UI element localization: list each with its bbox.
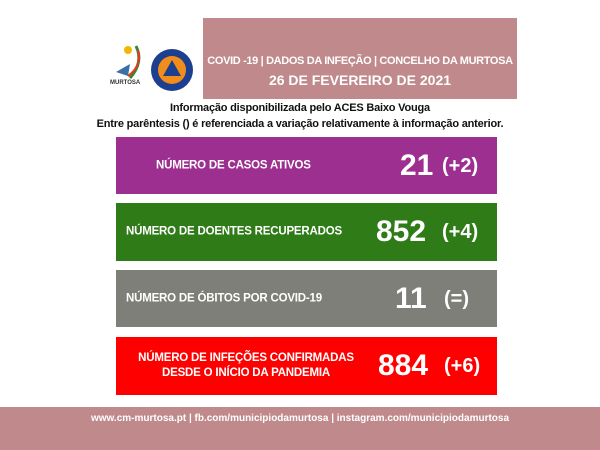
stat-value: 21 <box>400 148 434 182</box>
stat-value: 852 <box>376 215 427 248</box>
stat-active-cases: NÚMERO DE CASOS ATIVOS 21 (+2) <box>116 137 497 194</box>
stat-label: NÚMERO DE DOENTES RECUPERADOS <box>126 225 342 238</box>
header-title: COVID -19 | DADOS DA INFEÇÃO | CONCELHO … <box>207 55 513 67</box>
stat-label: NÚMERO DE CASOS ATIVOS <box>156 159 311 171</box>
stat-variation: (=) <box>444 287 469 310</box>
stat-variation: (+2) <box>442 154 479 177</box>
stat-deaths: NÚMERO DE ÓBITOS POR COVID-19 11 (=) <box>116 270 497 327</box>
stat-confirmed: NÚMERO DE INFEÇÕES CONFIRMADAS DESDE O I… <box>116 337 497 395</box>
murtosa-logo: MURTOSA <box>108 42 146 92</box>
stat-label: NÚMERO DE ÓBITOS POR COVID-19 <box>126 292 322 304</box>
stat-variation: (+4) <box>442 221 479 243</box>
footer-links: www.cm-murtosa.pt | fb.com/municipiodamu… <box>90 413 510 424</box>
stat-value: 884 <box>378 349 429 382</box>
info-note: Entre parêntesis () é referenciada a var… <box>96 118 504 130</box>
header-date: 26 DE FEVEREIRO DE 2021 <box>268 72 452 88</box>
protecao-civil-logo <box>150 48 194 97</box>
footer: www.cm-murtosa.pt | fb.com/municipiodamu… <box>0 407 600 450</box>
stat-label: NÚMERO DE INFEÇÕES CONFIRMADAS DESDE O I… <box>138 352 354 379</box>
stat-value: 11 <box>395 281 427 315</box>
header-banner: COVID -19 | DADOS DA INFEÇÃO | CONCELHO … <box>203 18 517 99</box>
stat-variation: (+6) <box>444 355 481 377</box>
murtosa-logo-text: MURTOSA <box>110 80 141 86</box>
info-source: Informação disponibilizada pelo ACES Bai… <box>170 102 430 114</box>
stat-recovered: NÚMERO DE DOENTES RECUPERADOS 852 (+4) <box>116 203 497 261</box>
